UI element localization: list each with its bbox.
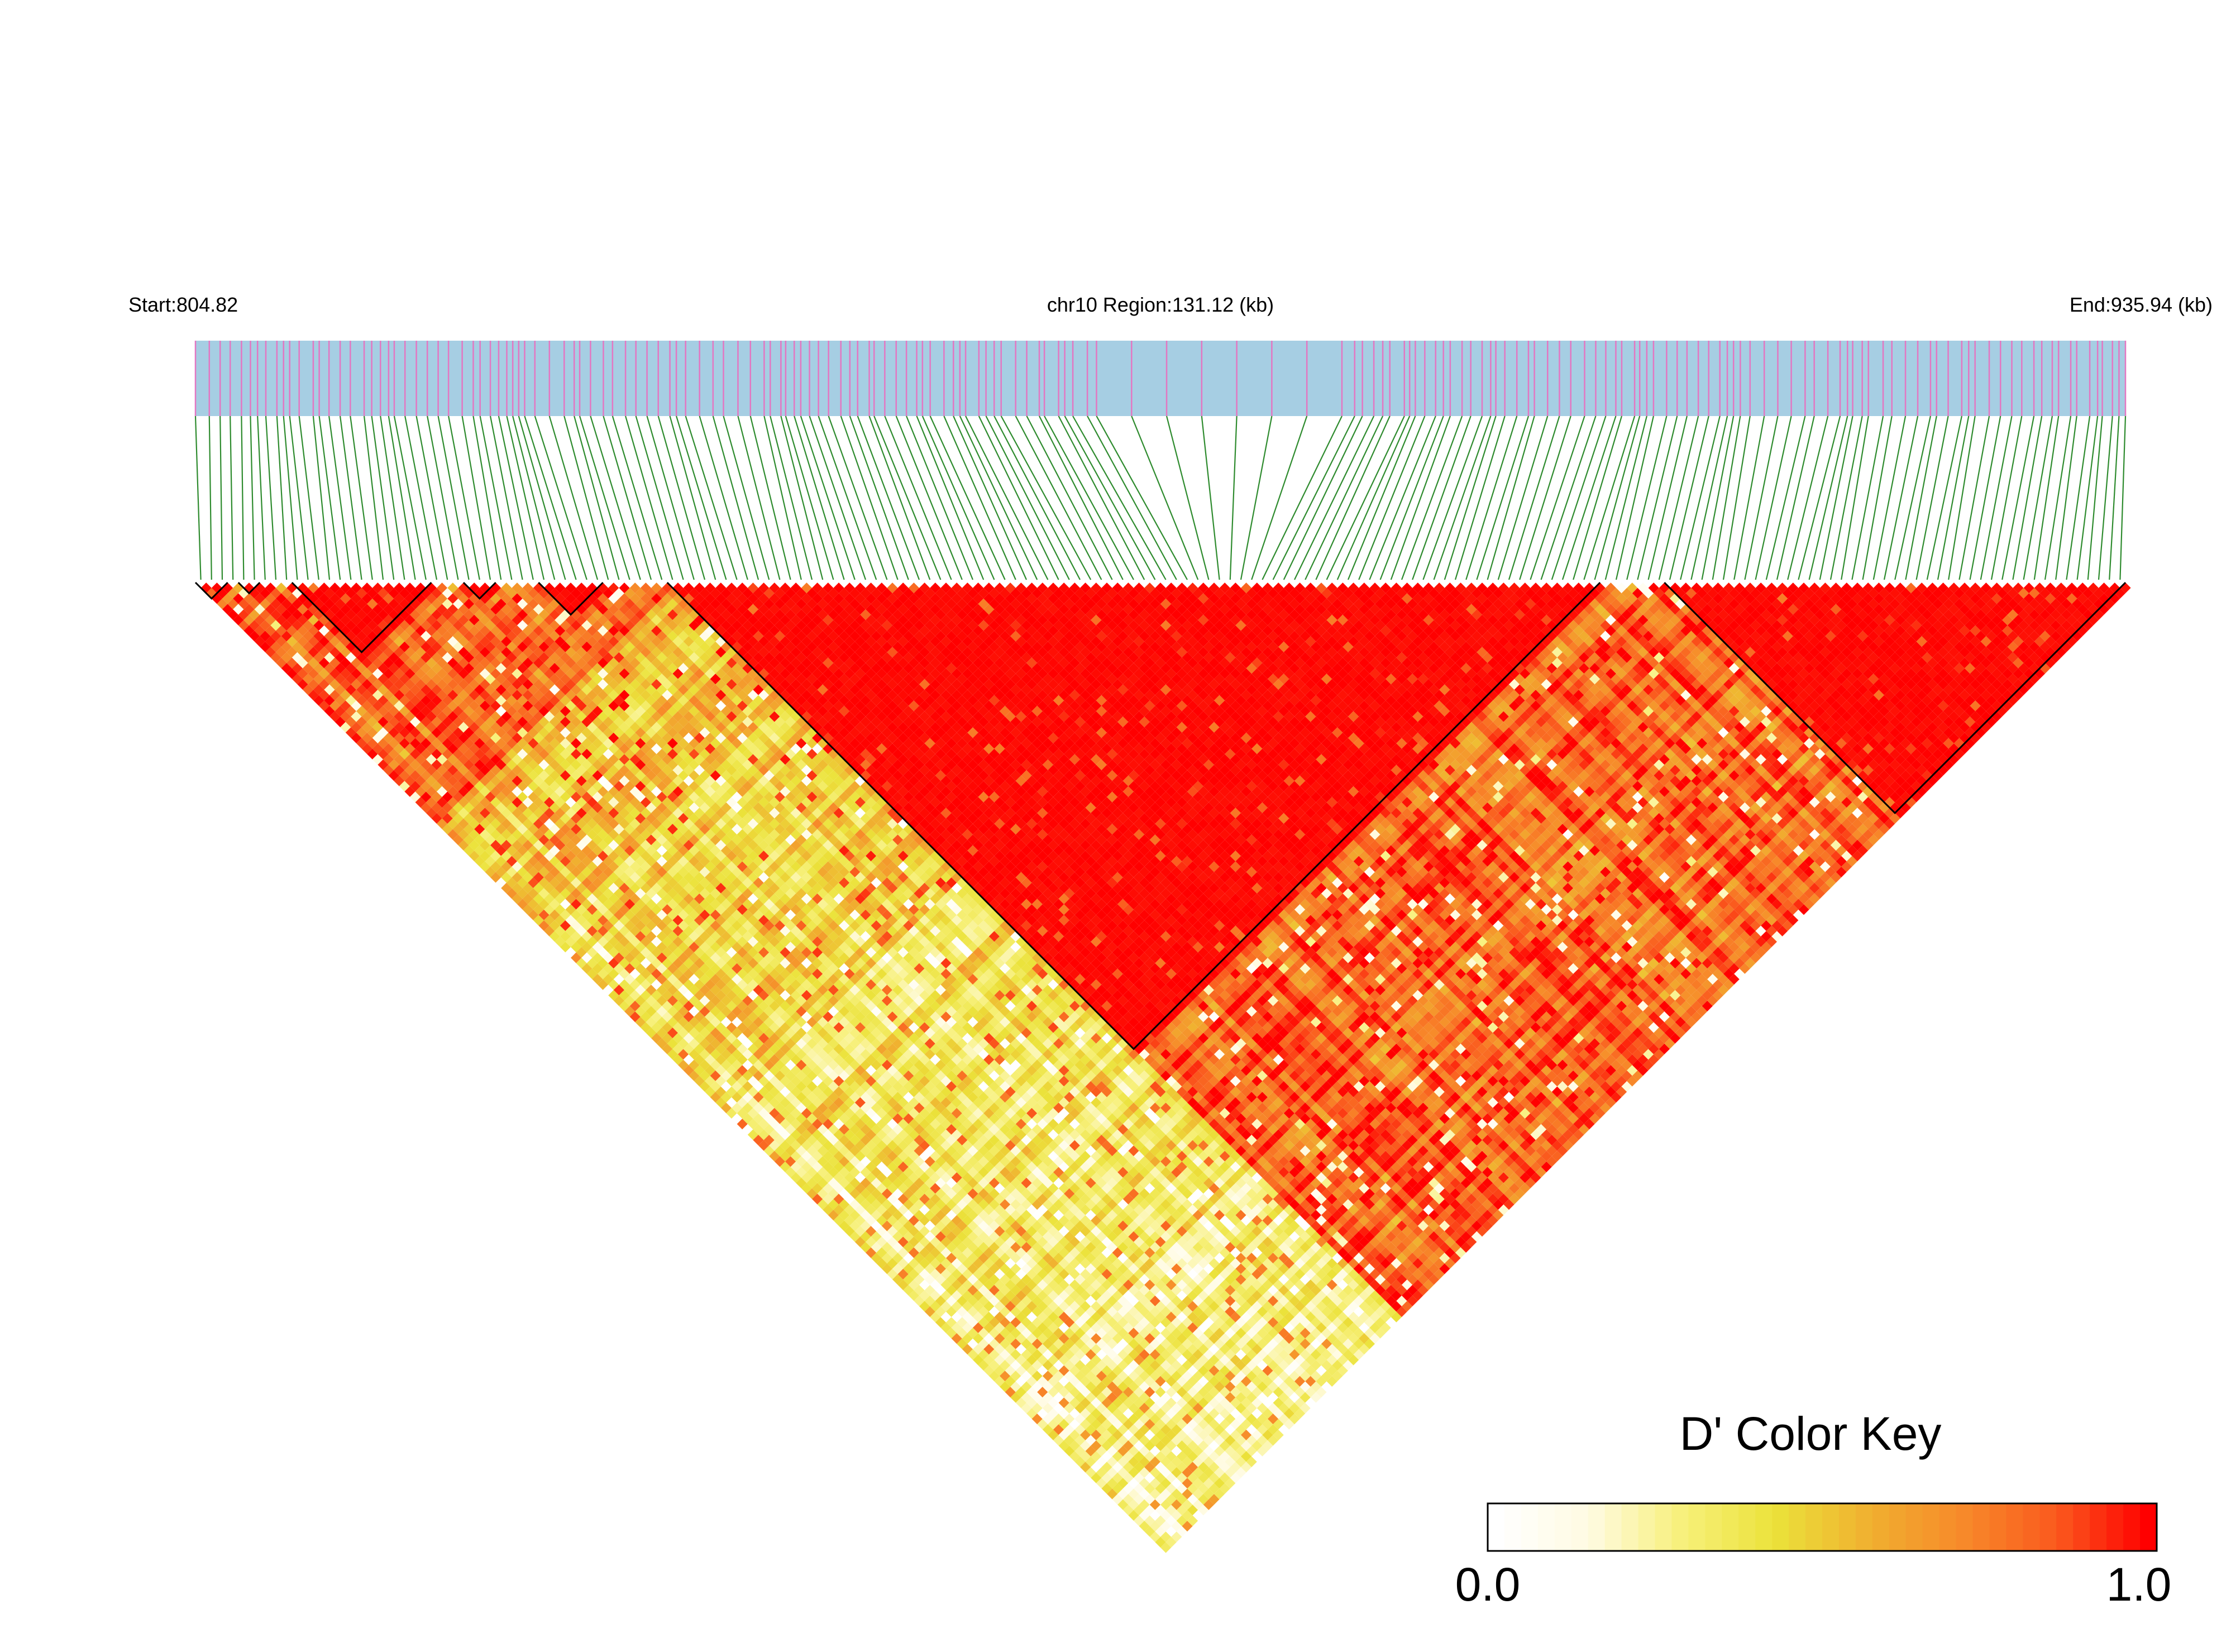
snp-connector [1348,416,1415,580]
snp-connector [953,416,1026,580]
snp-connector [1359,416,1425,580]
snp-connector [473,416,501,580]
snp-connector [220,416,222,580]
region-end-label: End:935.94 (kb) [2070,293,2213,316]
region-title: chr10 Region:131.12 (kb) [1047,293,1274,316]
snp-connector [1284,416,1363,580]
snp-connector [1584,416,1635,580]
snp-connector [1073,416,1166,580]
snp-connector [250,416,254,580]
snp-connector [1380,416,1444,580]
snp-connector [1305,416,1383,580]
snp-connector [858,416,919,580]
snp-connector [923,416,995,580]
snp-connector [1541,416,1596,580]
snp-connector [2056,416,2077,580]
snp-connector [1788,416,1828,580]
snp-connector [1369,416,1435,580]
snp-connector [1477,416,1528,580]
snp-connector [1809,416,1848,580]
snp-connector [1509,416,1559,580]
snp-connector [574,416,619,580]
snp-connector [2045,416,2071,580]
snp-connector [1001,416,1091,580]
snp-connector [676,416,726,580]
snp-connector-lines [195,416,2125,580]
snp-connector [462,416,490,580]
snp-connector [1530,416,1584,580]
snp-connector [906,416,973,580]
gene-track [195,341,2125,416]
snp-connector [1563,416,1616,580]
snp-connector [1337,416,1410,580]
snp-connector [700,416,748,580]
snp-connector [874,416,940,580]
snp-connector [266,416,276,580]
snp-connector [2066,416,2090,580]
snp-connector [550,416,598,580]
snp-connector [257,416,265,580]
snp-connector [1606,416,1647,580]
snp-connector [1241,416,1272,580]
snp-connector [1820,416,1853,580]
snp-connector [764,416,801,580]
snp-connector [230,416,233,580]
snp-connector [917,416,984,580]
snp-connector [340,416,362,580]
snp-connector [1649,416,1687,580]
snp-connector [738,416,780,580]
snp-connector [944,416,1015,580]
snp-connector [290,416,308,580]
snp-connector [1798,416,1840,580]
snp-connector [1777,416,1814,580]
snp-connector [1691,416,1727,580]
snp-connector [524,416,576,580]
snp-connector [1670,416,1709,580]
snp-connector [564,416,608,580]
snp-connector [1230,416,1237,580]
snp-connector [209,416,212,580]
snp-connector [841,416,898,580]
snp-connector [1202,416,1220,580]
snp-connector [1316,416,1389,580]
snp-connector [1262,416,1342,580]
snp-connector [786,416,834,580]
snp-connector [513,416,555,580]
snp-connector [329,416,351,580]
snp-connector [1831,416,1862,580]
snp-connector [713,416,758,580]
snp-connector [1251,416,1307,580]
snp-connector [1498,416,1547,580]
snp-connector [1294,416,1374,580]
snp-connector [723,416,769,580]
region-start-label: Start:804.82 [128,293,238,316]
snp-connector [319,416,341,580]
snp-connector [1327,416,1404,580]
snp-connector [1273,416,1355,580]
snp-connector [1680,416,1720,580]
snp-connector [241,416,243,580]
snp-connector [1659,416,1698,580]
snp-connector [1948,416,1975,580]
snp-connector [751,416,791,580]
snp-connector [350,416,372,580]
snp-connector [1637,416,1677,580]
snp-connector [603,416,651,580]
snp-connector [896,416,962,580]
snp-connector [1841,416,1869,580]
snp-connector [1616,416,1654,580]
snp-connector [499,416,533,580]
snp-connector [2120,416,2125,580]
snp-connector [770,416,812,580]
snp-connector [1027,416,1112,580]
snp-connector [580,416,630,580]
snp-connector [372,416,394,580]
snp-connector [364,416,383,580]
snp-connector [1702,416,1734,580]
snp-connector [195,416,201,580]
